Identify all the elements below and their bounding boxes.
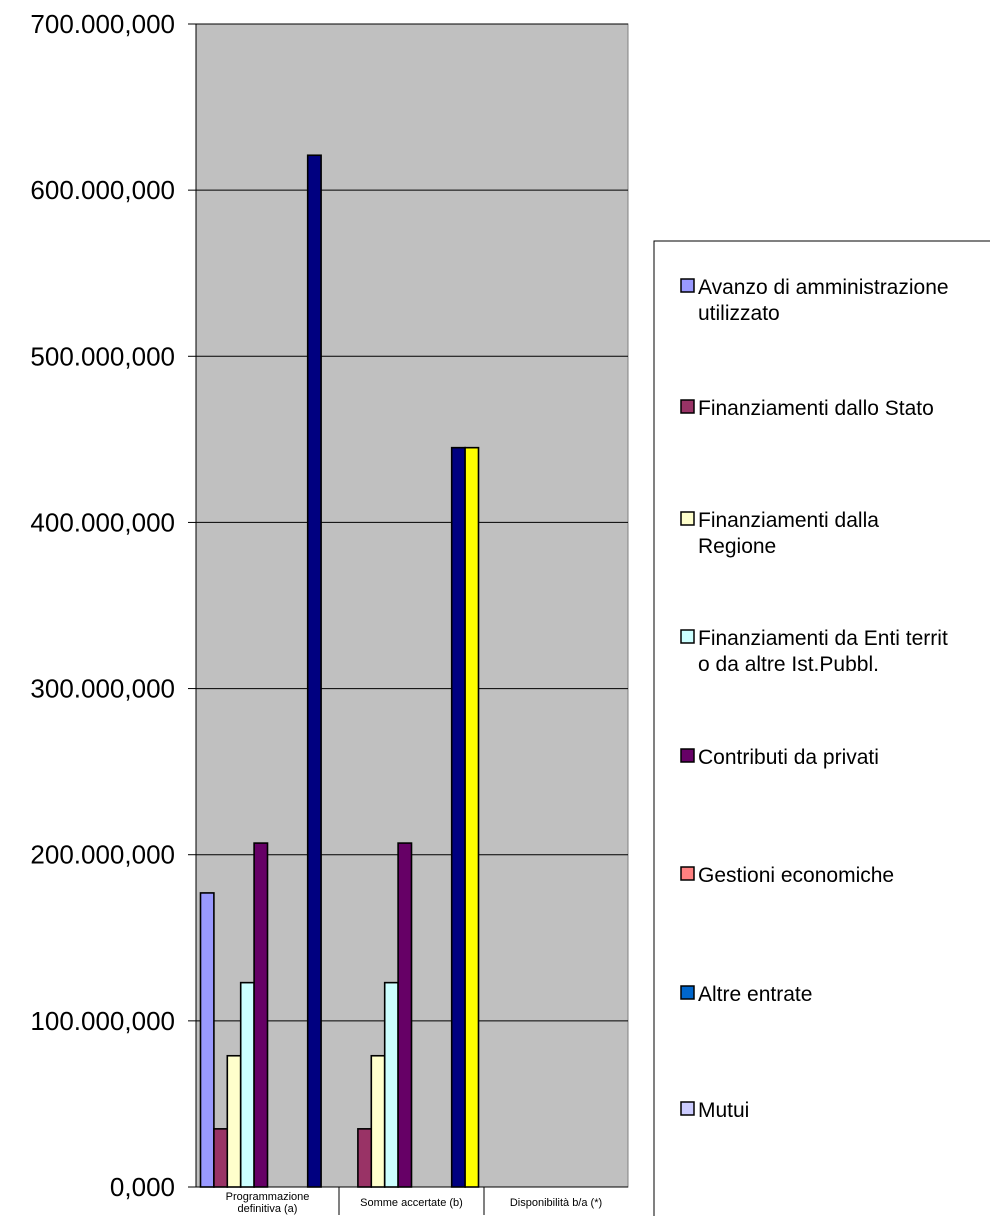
x-tick-label: Somme accertate (b) xyxy=(360,1197,463,1209)
bar xyxy=(464,446,480,1188)
y-tick-label: 300.000,000 xyxy=(30,674,175,704)
legend-swatch xyxy=(680,629,695,644)
legend-label: Finanziamenti da Enti territ xyxy=(698,627,948,650)
legend-label: o da altre Ist.Pubbl. xyxy=(698,653,879,676)
bar xyxy=(226,1054,242,1188)
legend-swatch xyxy=(680,511,695,526)
bar xyxy=(306,154,322,1188)
axes: 0,000 100.000,000 200.000,000 300.000,000 40… xyxy=(30,9,628,1215)
bar xyxy=(370,1054,386,1188)
legend-label: Regione xyxy=(698,535,776,558)
bar xyxy=(213,1128,229,1188)
bar xyxy=(357,1128,373,1188)
legend-label: Avanzo di amministrazione xyxy=(698,276,949,299)
bar xyxy=(397,842,413,1188)
legend-box xyxy=(653,240,990,1216)
legend-label: Mutui xyxy=(698,1099,749,1122)
legend-label: Gestioni economiche xyxy=(698,864,894,887)
bar xyxy=(450,446,466,1188)
legend: Avanzo di amministrazione utilizzato Finan… xyxy=(653,240,990,1216)
legend-label: Altre entrate xyxy=(698,983,812,1006)
y-tick-label: 700.000,000 xyxy=(30,9,175,39)
x-tick-label: definitiva (a) xyxy=(238,1203,298,1215)
legend-swatch xyxy=(680,278,695,293)
legend-swatch xyxy=(680,399,695,414)
legend-swatch xyxy=(680,866,695,881)
bar xyxy=(199,892,215,1188)
legend-swatch xyxy=(680,1101,695,1116)
bar xyxy=(239,981,255,1188)
y-tick-label: 0,000 xyxy=(110,1172,175,1202)
x-tick-label: Programmazione xyxy=(226,1191,310,1203)
x-tick-label: Disponibilità b/a (*) xyxy=(510,1197,602,1209)
y-tick-label: 100.000,000 xyxy=(30,1006,175,1036)
bar xyxy=(253,842,269,1188)
legend-label: Contributi da privati xyxy=(698,746,879,769)
y-tick-label: 500.000,000 xyxy=(30,341,175,371)
y-tick-label: 200.000,000 xyxy=(30,840,175,870)
legend-swatch xyxy=(680,985,695,1000)
legend-swatch xyxy=(680,748,695,763)
bars xyxy=(199,154,480,1188)
y-tick-label: 600.000,000 xyxy=(30,175,175,205)
legend-label: utilizzato xyxy=(698,302,780,325)
y-tick-label: 400.000,000 xyxy=(30,507,175,537)
legend-label: Finanziamenti dallo Stato xyxy=(698,397,934,420)
bar xyxy=(383,981,399,1188)
legend-label: Finanziamenti dalla xyxy=(698,509,879,532)
